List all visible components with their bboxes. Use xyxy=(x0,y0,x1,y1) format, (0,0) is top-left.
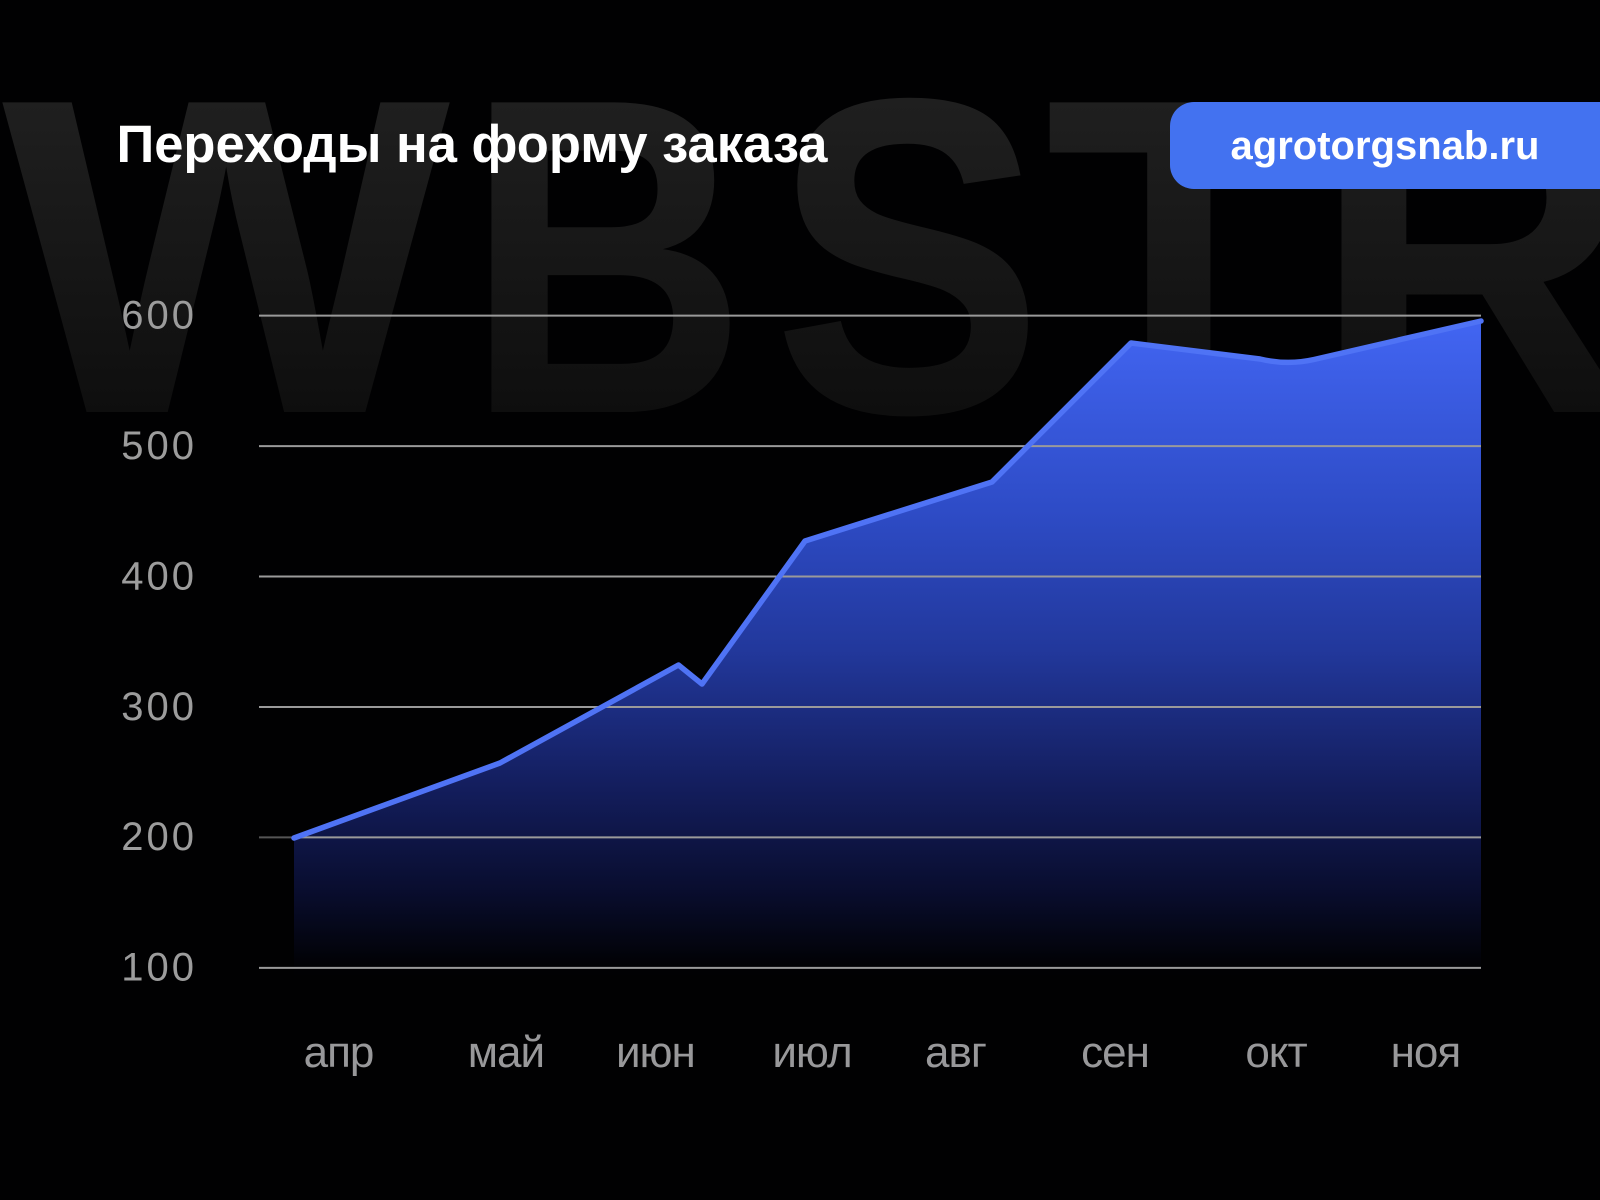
svg-text:апр: апр xyxy=(304,1028,374,1077)
svg-text:июн: июн xyxy=(616,1028,695,1077)
svg-text:B: B xyxy=(465,6,747,508)
svg-text:S: S xyxy=(773,5,1044,508)
svg-text:май: май xyxy=(468,1028,544,1077)
svg-text:200: 200 xyxy=(121,815,197,859)
svg-text:400: 400 xyxy=(121,554,197,598)
svg-text:agrotorgsnab.ru: agrotorgsnab.ru xyxy=(1231,124,1540,168)
svg-text:авг: авг xyxy=(925,1028,986,1077)
svg-text:300: 300 xyxy=(121,685,197,729)
svg-text:июл: июл xyxy=(772,1028,851,1077)
svg-text:W: W xyxy=(2,5,455,508)
svg-text:Переходы на форму заказа: Переходы на форму заказа xyxy=(117,115,829,174)
svg-text:600: 600 xyxy=(121,293,197,337)
svg-text:окт: окт xyxy=(1245,1028,1307,1077)
svg-text:500: 500 xyxy=(121,424,197,468)
svg-text:100: 100 xyxy=(121,946,197,990)
svg-text:сен: сен xyxy=(1081,1028,1149,1077)
svg-text:ноя: ноя xyxy=(1391,1028,1461,1077)
